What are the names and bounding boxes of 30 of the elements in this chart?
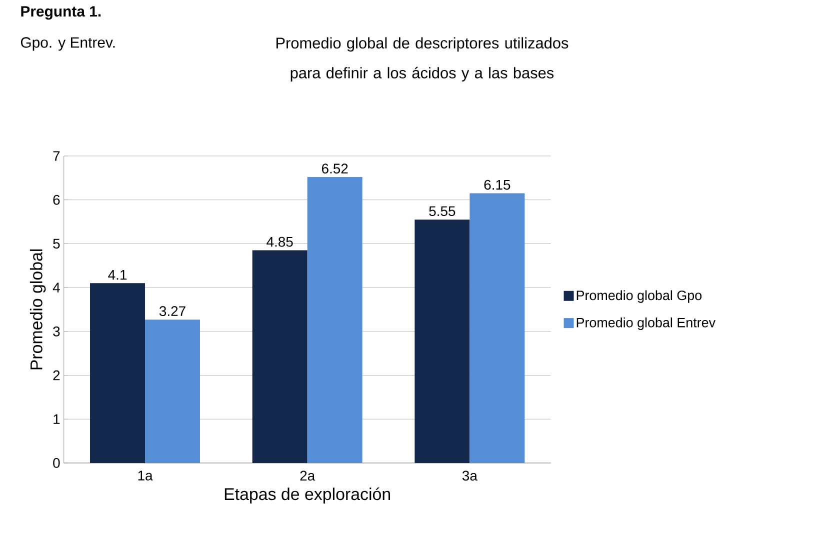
x-axis-title: Etapas de exploración (224, 487, 390, 504)
y-tick-label: 2 (53, 370, 60, 380)
bar (90, 283, 146, 463)
data-label: 4.1 (108, 270, 127, 280)
data-label: 6.15 (484, 180, 510, 190)
y-tick-label: 4 (52, 282, 60, 292)
bar (414, 220, 470, 463)
x-tick-label: 2a (300, 470, 316, 481)
y-tick-label: 0 (53, 458, 60, 468)
text: Gpo. y Entrev. (20, 37, 115, 51)
data-label: 6.52 (322, 164, 348, 174)
y-tick-label: 3 (53, 326, 60, 336)
y-tick-label: 6 (53, 194, 60, 205)
chart-title: Promedio global de descriptores utilizados para definir a los ácidos y a las bases (276, 37, 568, 82)
bar (470, 193, 525, 463)
data-label: 4.85 (266, 236, 293, 247)
bar (307, 177, 362, 463)
y-tick-label: 5 (53, 238, 60, 249)
bar (252, 250, 308, 463)
y-axis-title: Promedio global (30, 249, 46, 370)
data-label: 3.27 (159, 306, 186, 316)
legend-label: Promedio global Entrev (576, 317, 716, 330)
y-tick-label: 1 (54, 414, 60, 424)
legend-label: Promedio global Gpo (576, 290, 702, 303)
text: Pregunta 1. (21, 6, 101, 20)
y-tick-label: 7 (53, 151, 60, 161)
x-tick-label: 3a (462, 470, 478, 481)
bar (145, 320, 200, 463)
data-label: 5.55 (429, 206, 456, 216)
x-tick-label: 1a (138, 470, 153, 480)
